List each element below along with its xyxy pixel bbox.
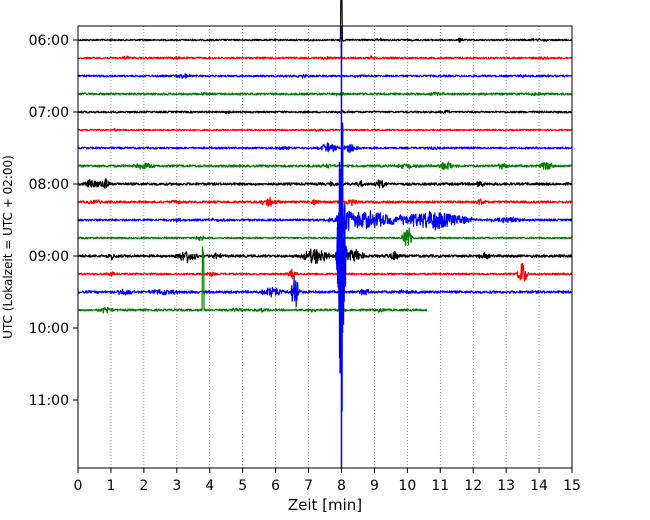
x-tick-label: 3 [172, 478, 181, 494]
x-tick-label: 8 [337, 478, 346, 494]
trace-0945 [77, 246, 428, 314]
y-tick-label: 07:00 [29, 105, 69, 121]
trace-0745 [77, 161, 573, 171]
x-tick-label: 10 [398, 478, 416, 494]
plot-frame [77, 25, 573, 469]
trace-0915 [77, 262, 573, 282]
x-tick-label: 7 [304, 478, 313, 494]
y-tick-label: 06:00 [29, 33, 69, 49]
y-axis: 06:00 07:00 08:00 09:00 10:00 11:00 [29, 33, 78, 409]
trace-0645 [77, 91, 573, 97]
y-tick-label: 10:00 [29, 321, 69, 337]
trace-0630 [77, 73, 573, 79]
y-tick-label: 08:00 [29, 177, 69, 193]
x-tick-label: 6 [271, 478, 280, 494]
y-tick-label: 09:00 [29, 249, 69, 265]
x-tick-label: 2 [139, 478, 148, 494]
trace-0700 [77, 109, 573, 115]
quake-spike [334, 26, 349, 468]
trace-0715 [77, 127, 573, 132]
x-tick-label: 14 [530, 478, 548, 494]
trace-0900 [77, 248, 573, 265]
x-tick-label: 5 [238, 478, 247, 494]
x-tick-label: 13 [497, 478, 515, 494]
x-tick-label: 1 [106, 478, 115, 494]
x-axis-label: Zeit [min] [288, 496, 362, 514]
x-tick-label: 0 [74, 478, 83, 494]
x-tick-label: 9 [370, 478, 379, 494]
trace-0930 [77, 275, 573, 308]
trace-0730 [77, 142, 573, 154]
grid-layer [110, 26, 540, 468]
x-tick-label: 15 [563, 478, 581, 494]
trace-0600 [77, 0, 573, 43]
trace-0615 [77, 55, 573, 61]
y-axis-label: UTC (Lokalzeit = UTC + 02:00) [1, 155, 15, 339]
traces-layer [77, 0, 573, 468]
x-tick-label: 12 [464, 478, 482, 494]
x-axis: 0 1 2 3 4 5 6 7 8 9 10 11 12 13 14 15 [74, 468, 581, 494]
x-tick-label: 4 [205, 478, 214, 494]
trace-0830 [77, 202, 573, 234]
trace-0815 [77, 196, 573, 207]
y-tick-label: 11:00 [29, 393, 69, 409]
x-tick-label: 11 [431, 478, 449, 494]
trace-0845 [77, 227, 573, 247]
trace-0800 [77, 178, 573, 189]
